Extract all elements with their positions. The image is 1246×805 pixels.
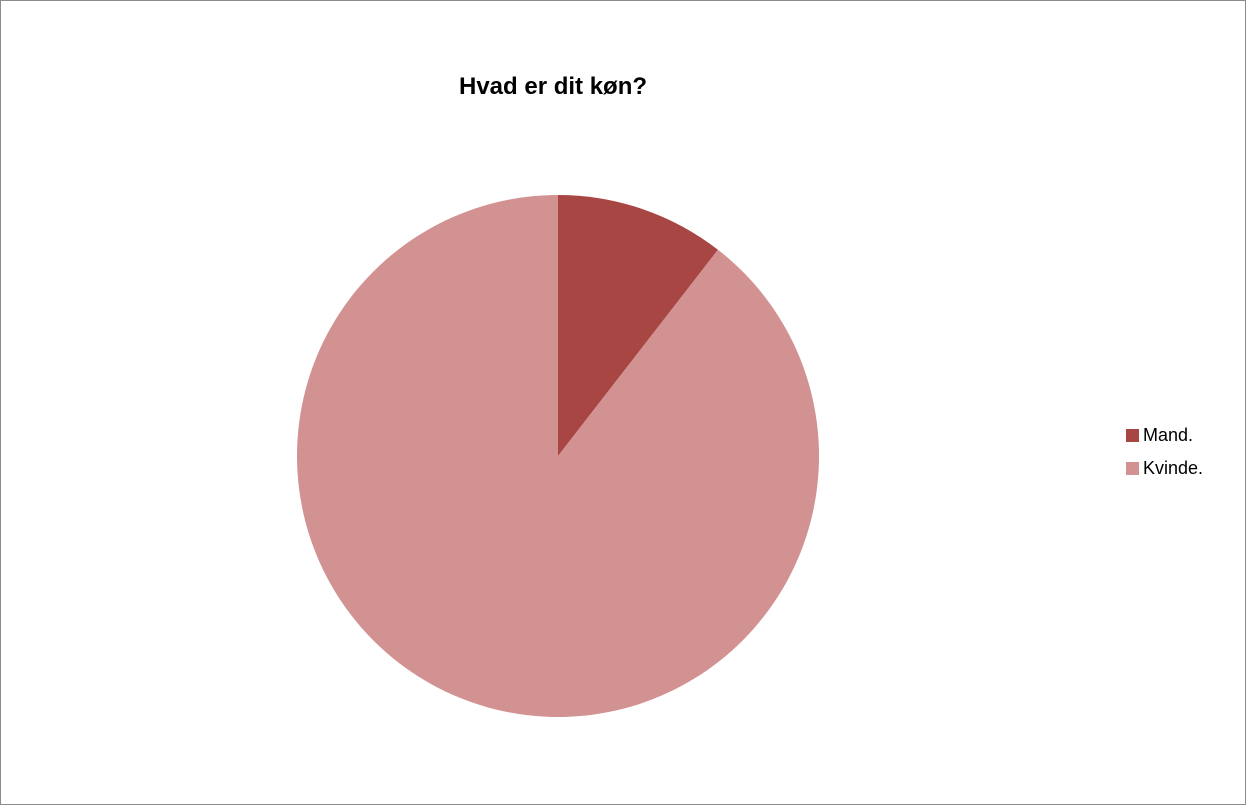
chart-title: Hvad er dit køn? — [459, 73, 648, 100]
chart-legend: Mand. Kvinde. — [1126, 419, 1203, 485]
pie-slice-mand — [558, 195, 718, 456]
legend-item-kvinde: Kvinde. — [1126, 452, 1203, 485]
pie-slice-kvinde — [297, 195, 820, 717]
legend-swatch-kvinde — [1126, 462, 1139, 475]
legend-item-mand: Mand. — [1126, 419, 1203, 452]
legend-label-kvinde: Kvinde. — [1143, 458, 1204, 478]
legend-swatch-mand — [1126, 429, 1139, 442]
legend-label-mand: Mand. — [1143, 425, 1194, 445]
pie-slices — [297, 195, 820, 717]
